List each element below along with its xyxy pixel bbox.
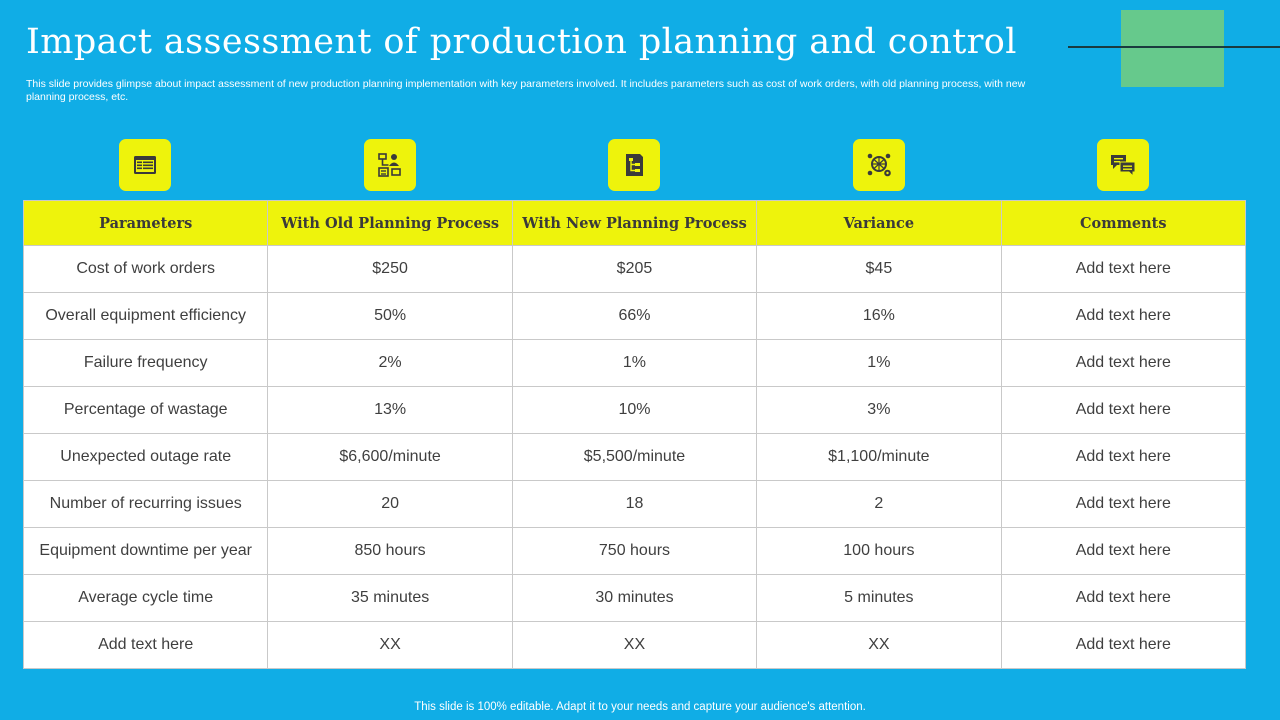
cell-old-value: 850 hours	[267, 527, 513, 575]
cell-old-value: $250	[267, 245, 513, 293]
network-gear-icon	[853, 139, 905, 191]
cell-variance: 100 hours	[756, 527, 1002, 575]
cell-variance: XX	[756, 621, 1002, 669]
cell-old-value: 13%	[267, 386, 513, 434]
document-hierarchy-icon	[608, 139, 660, 191]
cell-old-value: $6,600/minute	[267, 433, 513, 481]
cell-parameter: Number of recurring issues	[22, 480, 269, 528]
cell-old-value: 35 minutes	[267, 574, 513, 622]
cell-parameter: Cost of work orders	[22, 245, 269, 293]
table-row: Unexpected outage rate $6,600/minute $5,…	[22, 433, 1247, 481]
cell-parameter: Overall equipment efficiency	[22, 292, 269, 340]
decorative-line	[1068, 46, 1280, 48]
slide-title: Impact assessment of production planning…	[26, 22, 1017, 62]
table-header-row: Parameters With Old Planning Process Wit…	[22, 200, 1247, 246]
cell-comment: Add text here	[1000, 245, 1247, 293]
cell-new-value: $205	[511, 245, 758, 293]
header-comments: Comments	[1000, 200, 1247, 246]
header-new-process: With New Planning Process	[511, 200, 758, 246]
cell-variance: $45	[756, 245, 1002, 293]
header-old-process: With Old Planning Process	[267, 200, 513, 246]
cell-variance: 3%	[756, 386, 1002, 434]
header-variance: Variance	[756, 200, 1002, 246]
cell-variance: 1%	[756, 339, 1002, 387]
cell-parameter: Average cycle time	[22, 574, 269, 622]
table-row: Cost of work orders $250 $205 $45 Add te…	[22, 245, 1247, 293]
cell-comment: Add text here	[1000, 433, 1247, 481]
cell-old-value: 50%	[267, 292, 513, 340]
table-row: Failure frequency 2% 1% 1% Add text here	[22, 339, 1247, 387]
slide-subtitle: This slide provides glimpse about impact…	[26, 78, 1026, 103]
cell-parameter: Failure frequency	[22, 339, 269, 387]
cell-comment: Add text here	[1000, 339, 1247, 387]
cell-comment: Add text here	[1000, 480, 1247, 528]
cell-parameter: Percentage of wastage	[22, 386, 269, 434]
impact-table: Parameters With Old Planning Process Wit…	[22, 200, 1247, 669]
cell-comment: Add text here	[1000, 621, 1247, 669]
decorative-rectangle	[1121, 10, 1224, 87]
cell-old-value: XX	[267, 621, 513, 669]
cell-variance: $1,100/minute	[756, 433, 1002, 481]
cell-comment: Add text here	[1000, 574, 1247, 622]
table-row: Overall equipment efficiency 50% 66% 16%…	[22, 292, 1247, 340]
cell-new-value: 10%	[511, 386, 758, 434]
table-row: Average cycle time 35 minutes 30 minutes…	[22, 574, 1247, 622]
cell-new-value: 1%	[511, 339, 758, 387]
person-flowchart-icon	[364, 139, 416, 191]
cell-variance: 2	[756, 480, 1002, 528]
cell-parameter: Equipment downtime per year	[22, 527, 269, 575]
chat-bubbles-icon	[1097, 139, 1149, 191]
header-parameters: Parameters	[22, 200, 269, 246]
cell-new-value: 66%	[511, 292, 758, 340]
table-row: Percentage of wastage 13% 10% 3% Add tex…	[22, 386, 1247, 434]
table-row: Add text here XX XX XX Add text here	[22, 621, 1247, 669]
table-row: Number of recurring issues 20 18 2 Add t…	[22, 480, 1247, 528]
cell-parameter: Unexpected outage rate	[22, 433, 269, 481]
footer-note: This slide is 100% editable. Adapt it to…	[414, 701, 866, 713]
cell-variance: 16%	[756, 292, 1002, 340]
table-row: Equipment downtime per year 850 hours 75…	[22, 527, 1247, 575]
cell-parameter: Add text here	[22, 621, 269, 669]
cell-new-value: 750 hours	[511, 527, 758, 575]
cell-comment: Add text here	[1000, 527, 1247, 575]
column-icons	[24, 139, 1246, 191]
cell-new-value: 30 minutes	[511, 574, 758, 622]
cell-new-value: $5,500/minute	[511, 433, 758, 481]
cell-comment: Add text here	[1000, 292, 1247, 340]
cell-old-value: 2%	[267, 339, 513, 387]
cell-variance: 5 minutes	[756, 574, 1002, 622]
cell-comment: Add text here	[1000, 386, 1247, 434]
cell-old-value: 20	[267, 480, 513, 528]
cell-new-value: 18	[511, 480, 758, 528]
cell-new-value: XX	[511, 621, 758, 669]
spreadsheet-icon	[119, 139, 171, 191]
